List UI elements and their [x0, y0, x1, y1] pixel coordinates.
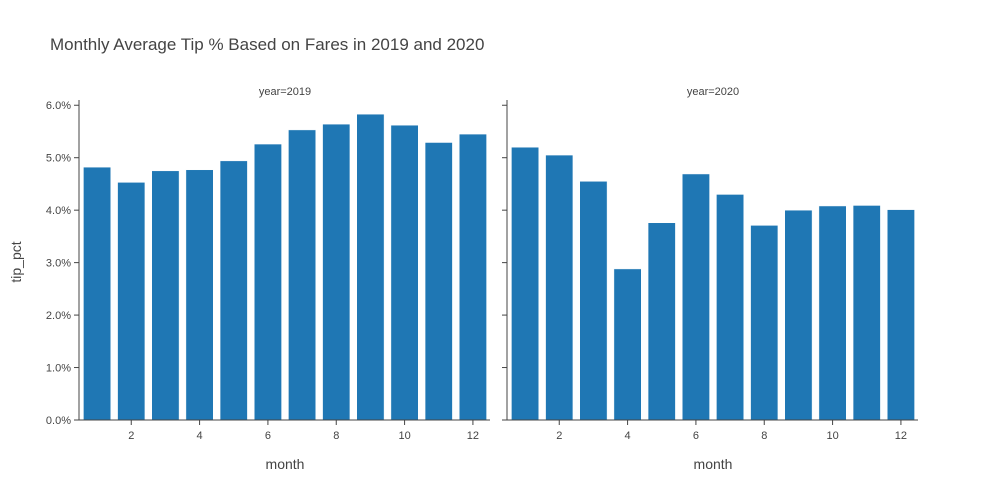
x-tick-label: 12 [467, 430, 479, 442]
bar-month-3 [579, 181, 608, 421]
x-tick-label: 10 [398, 430, 410, 442]
bar-month-12 [459, 133, 487, 421]
bar-month-6 [254, 143, 282, 421]
bar-month-1 [83, 166, 111, 421]
bar-month-8 [322, 123, 351, 421]
bar-month-7 [288, 129, 316, 421]
y-tick-label: 2.0% [46, 310, 71, 322]
bar-month-10 [390, 124, 419, 421]
bar-month-9 [356, 113, 385, 421]
bar-month-2 [117, 182, 146, 421]
facet-panel-1: year=2019 0.0% 1.0% 2.0% 3.0% 4.0% 5.0% 6.0% 2 4 6… [46, 86, 490, 472]
bar-month-11 [852, 205, 881, 421]
y-tick-label: 6.0% [46, 100, 71, 112]
bar-month-3 [151, 170, 180, 421]
bar-month-6 [682, 173, 710, 421]
bar-month-4 [185, 169, 214, 421]
y-tick-label: 5.0% [46, 153, 71, 165]
x-tick-label: 2 [556, 430, 562, 442]
facet-label: year=2020 [687, 86, 739, 98]
x-tick-label: 10 [826, 430, 838, 442]
x-tick-label: 6 [693, 430, 699, 442]
bar-month-1 [511, 146, 539, 421]
x-tick-label: 6 [265, 430, 271, 442]
bar-month-5 [647, 222, 676, 421]
bar-month-7 [716, 194, 745, 421]
y-tick-label: 1.0% [46, 363, 71, 375]
x-tick-label: 4 [197, 430, 203, 442]
y-tick-label: 0.0% [46, 415, 71, 427]
bar-month-9 [784, 209, 813, 421]
bar-month-10 [818, 205, 847, 421]
x-axis-title: month [266, 456, 305, 472]
y-tick-label: 4.0% [46, 205, 71, 217]
x-tick-label: 4 [625, 430, 631, 442]
facet-panel-2: year=2020 2 4 6 8 10 12 month [502, 86, 918, 472]
bar-month-5 [219, 160, 248, 421]
y-tick-label: 3.0% [46, 258, 71, 270]
bar-month-8 [750, 225, 779, 421]
facet-label: year=2019 [259, 86, 311, 98]
chart-title: Monthly Average Tip % Based on Fares in … [50, 35, 484, 54]
x-axis-title: month [694, 456, 733, 472]
bar-month-2 [545, 154, 574, 421]
bar-month-12 [887, 209, 915, 421]
bar-month-11 [424, 142, 453, 421]
y-axis-title: tip_pct [8, 241, 24, 282]
x-tick-label: 12 [895, 430, 907, 442]
bar-month-4 [613, 268, 642, 421]
x-tick-label: 8 [333, 430, 339, 442]
x-tick-label: 2 [128, 430, 134, 442]
x-tick-label: 8 [761, 430, 767, 442]
